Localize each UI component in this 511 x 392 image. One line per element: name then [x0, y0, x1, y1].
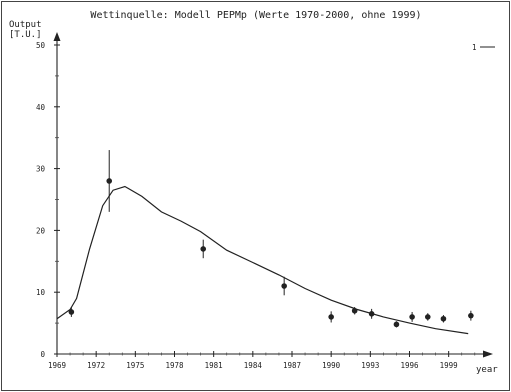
- observation-point: [368, 308, 375, 319]
- data-marker: [393, 321, 400, 328]
- y-axis-arrow: [53, 32, 61, 41]
- x-axis-arrow: [483, 350, 493, 358]
- chart-title: Wettinquelle: Modell PEPMp (Werte 1970-2…: [90, 10, 421, 21]
- y-tick-label: 40: [36, 103, 46, 112]
- axes: 0 10 20 30 40 50 1969 1972 1975 1978 1981 1984 1987 1…: [36, 32, 493, 370]
- x-tick-label: 1996: [400, 361, 419, 370]
- observation-point: [393, 321, 400, 328]
- data-marker: [200, 246, 207, 252]
- y-tick-label: 20: [36, 226, 46, 235]
- observations-layer: [68, 150, 474, 328]
- x-tick-label: 1969: [48, 361, 66, 370]
- observation-point: [424, 313, 431, 321]
- x-tick-label: 1999: [440, 361, 458, 370]
- model-curve: [56, 185, 469, 335]
- data-marker: [468, 312, 474, 319]
- y-axis-label-line2: [T.U.]: [9, 30, 42, 40]
- observation-point: [106, 150, 113, 212]
- x-tick-label: 1993: [361, 361, 379, 370]
- observation-point: [440, 315, 447, 323]
- x-tick-label: 1981: [205, 361, 223, 370]
- observation-point: [351, 307, 358, 315]
- y-tick-label: 0: [40, 350, 45, 359]
- data-marker: [328, 314, 334, 320]
- x-tick-label: 1978: [165, 361, 184, 370]
- x-tick-label: 1987: [283, 361, 301, 370]
- observation-point: [409, 311, 415, 322]
- y-tick-label: 50: [36, 41, 46, 50]
- data-marker: [68, 309, 75, 315]
- data-marker: [281, 283, 287, 289]
- model-curve-layer: [56, 185, 469, 335]
- x-tick-label: 1975: [126, 361, 144, 370]
- y-axis-label-line1: Output: [9, 20, 42, 30]
- x-axis-label: year: [476, 365, 498, 375]
- legend-label: 1: [472, 43, 477, 52]
- data-marker: [351, 307, 358, 314]
- x-tick-label: 1984: [244, 361, 263, 370]
- data-marker: [440, 315, 447, 322]
- observation-point: [200, 239, 207, 259]
- data-marker: [424, 314, 431, 320]
- y-tick-label: 30: [36, 165, 46, 174]
- y-tick-label: 10: [36, 288, 46, 297]
- observation-point: [68, 307, 75, 317]
- observation-point: [468, 310, 474, 321]
- data-marker: [106, 178, 113, 184]
- data-marker: [368, 311, 375, 317]
- data-marker: [409, 314, 415, 320]
- x-tick-label: 1990: [322, 361, 341, 370]
- observation-point: [281, 276, 287, 296]
- x-tick-label: 1972: [87, 361, 105, 370]
- observation-point: [328, 311, 334, 323]
